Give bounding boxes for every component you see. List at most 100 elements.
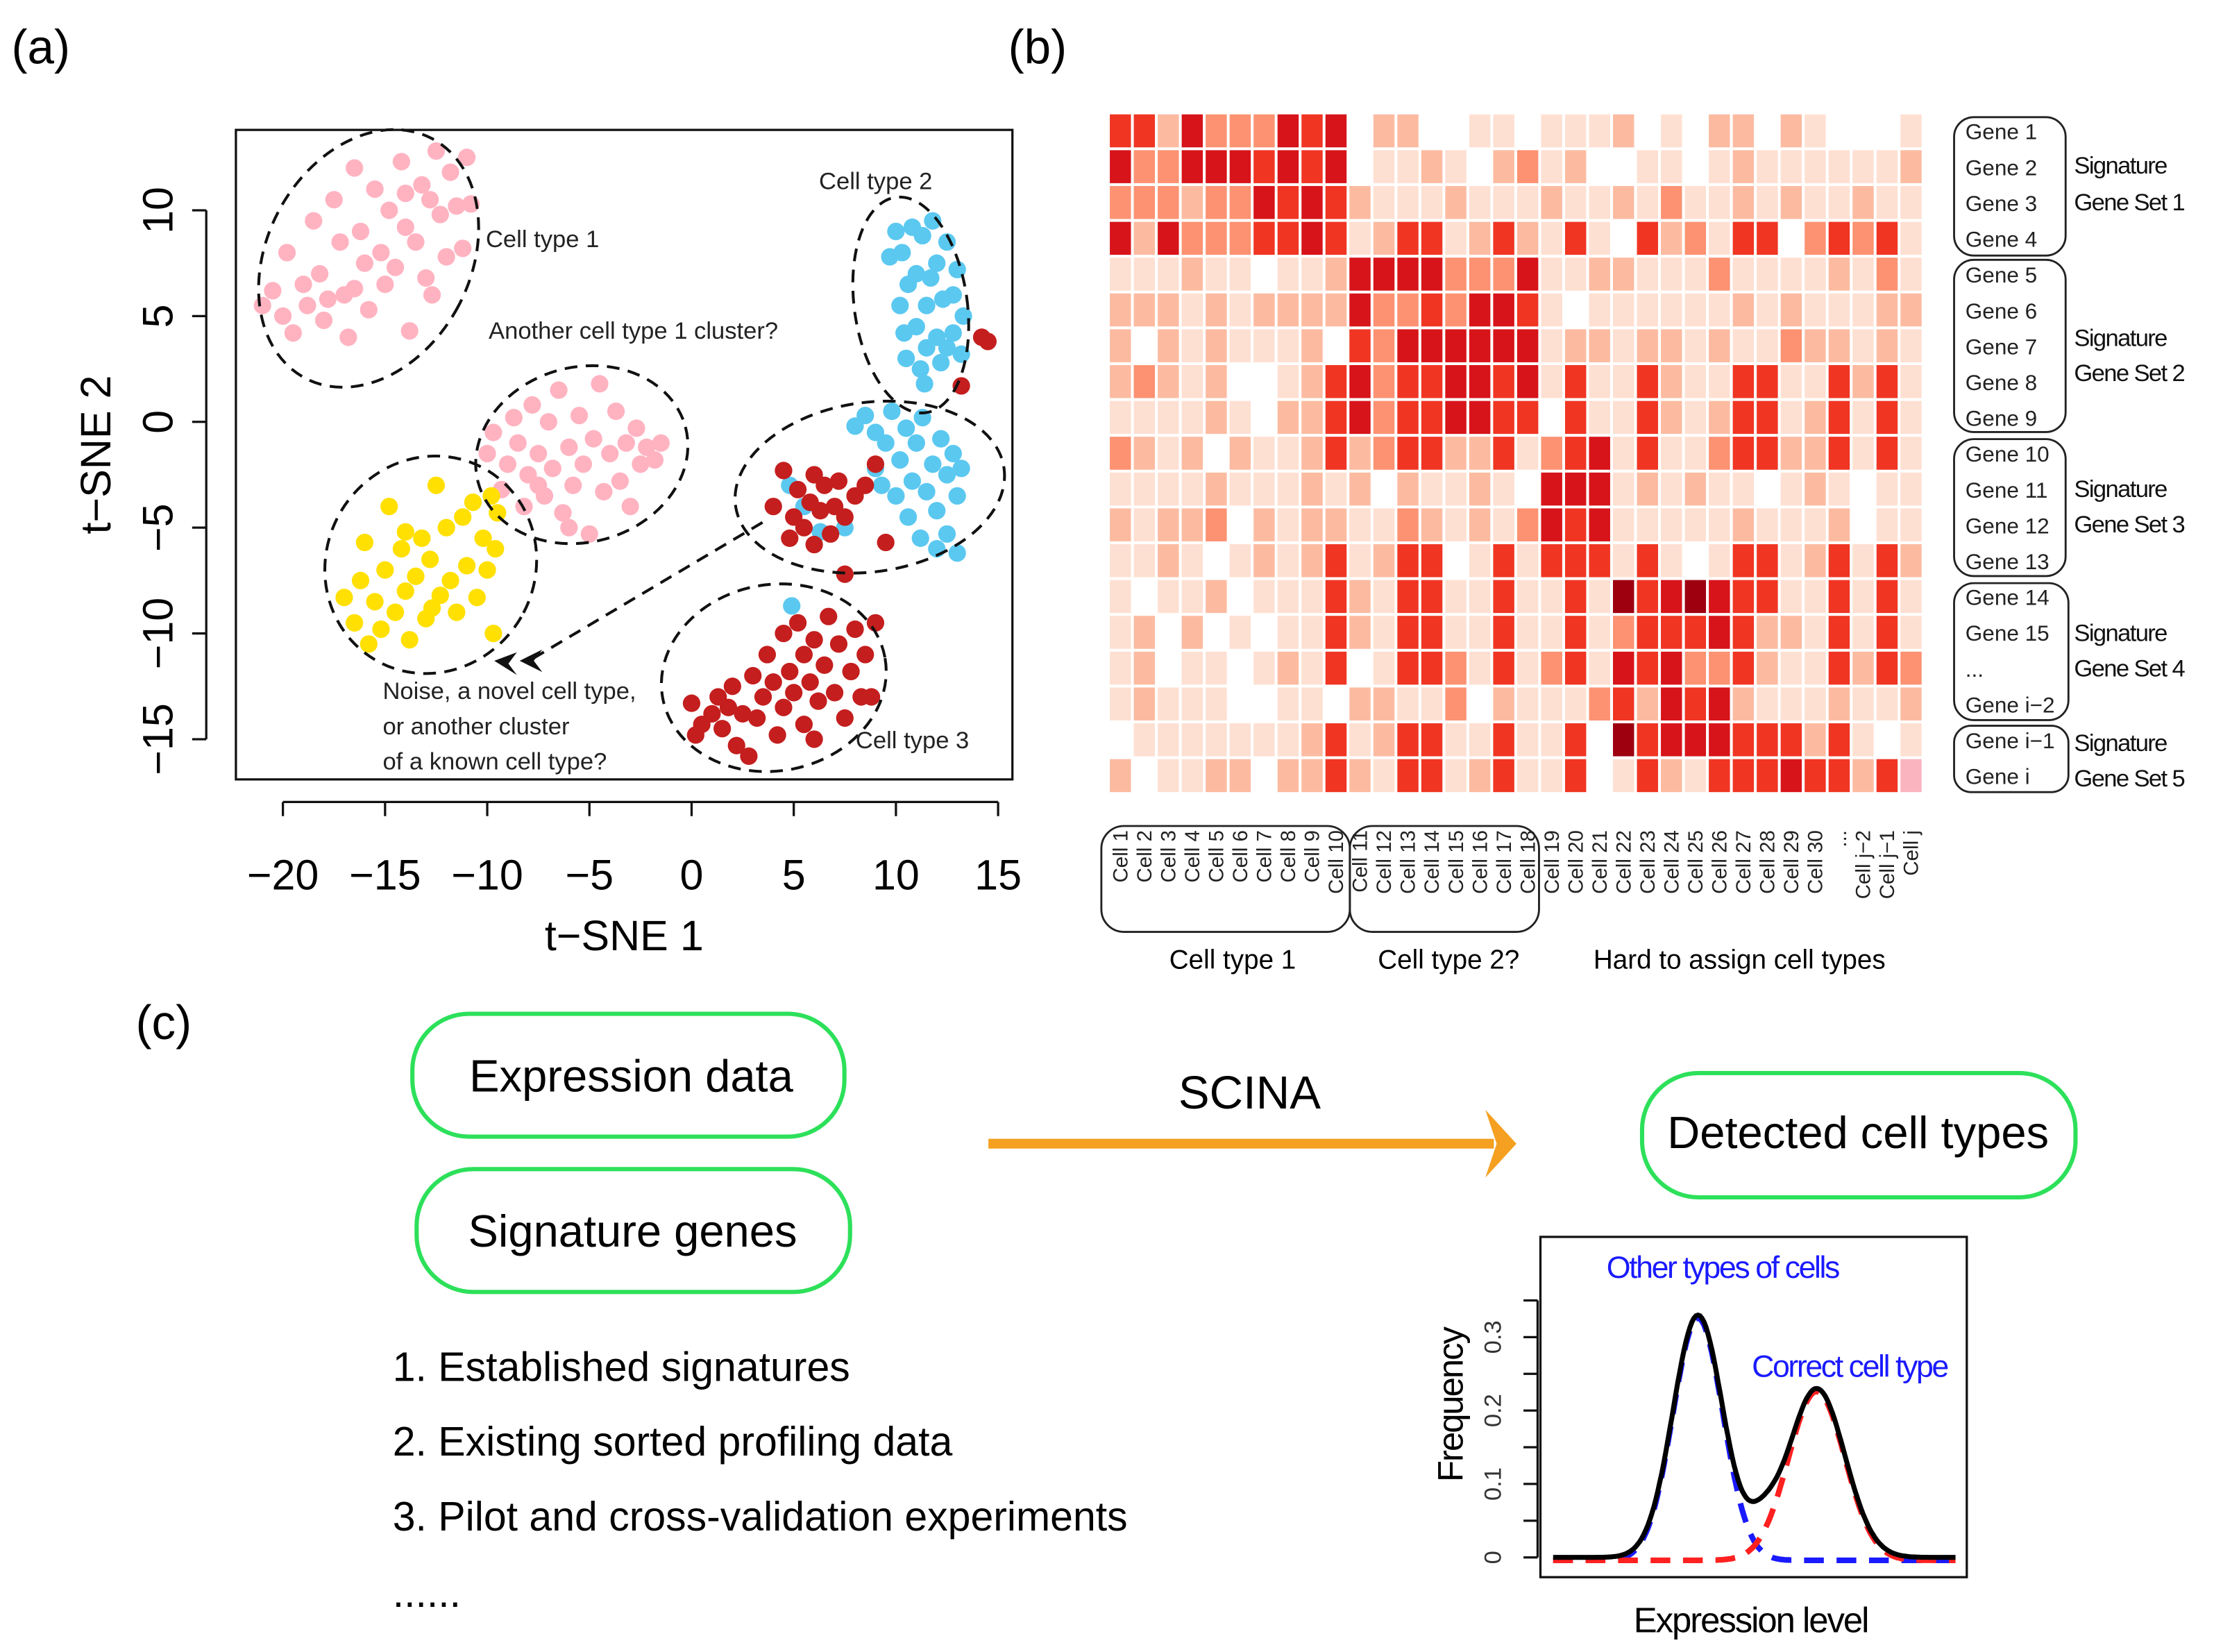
scatter-point bbox=[856, 646, 874, 664]
heatmap-cell bbox=[1828, 508, 1850, 541]
scatter-point bbox=[355, 533, 374, 552]
heatmap-cell bbox=[1757, 687, 1778, 720]
cluster-outline-cell-type-1 bbox=[257, 128, 480, 389]
heatmap-cell bbox=[1445, 759, 1467, 793]
heatmap-cell bbox=[1349, 150, 1371, 183]
heatmap-cell bbox=[1110, 544, 1131, 578]
heatmap-cell bbox=[1181, 544, 1203, 578]
scatter-point bbox=[781, 529, 799, 548]
scatter-point bbox=[386, 603, 405, 621]
scatter-point bbox=[866, 455, 885, 473]
signature-genes-label: Signature genes bbox=[468, 1206, 797, 1256]
heatmap-cell bbox=[1852, 437, 1874, 470]
heatmap-cell bbox=[1780, 401, 1802, 435]
scatter-point bbox=[298, 296, 316, 314]
y-tick-label: −5 bbox=[134, 503, 181, 552]
heatmap-cell bbox=[1564, 185, 1587, 219]
heatmap-cell bbox=[1469, 472, 1491, 506]
scatter-point bbox=[887, 487, 905, 505]
scatter-point bbox=[468, 589, 486, 607]
heatmap-cell bbox=[1805, 437, 1826, 470]
heatmap-cell bbox=[1661, 616, 1682, 649]
heatmap-cell bbox=[1253, 258, 1275, 291]
heatmap-cell bbox=[1493, 508, 1514, 541]
heatmap-cell bbox=[1900, 364, 1922, 398]
panel-label-a: (a) bbox=[11, 20, 70, 74]
scatter-point bbox=[775, 462, 793, 480]
label-noise-2: or another cluster bbox=[382, 714, 569, 740]
heatmap-cell bbox=[1421, 221, 1443, 255]
scatter-point bbox=[478, 444, 496, 463]
cell-label: Cell 19 bbox=[1541, 830, 1564, 894]
scatter-point bbox=[877, 434, 895, 452]
heatmap-cell bbox=[1397, 687, 1419, 720]
scatter-point bbox=[825, 684, 844, 702]
heatmap-cell bbox=[1301, 258, 1323, 291]
heatmap-cell bbox=[1757, 150, 1778, 183]
scatter-point bbox=[932, 430, 950, 448]
cluster-outline-mixed bbox=[734, 399, 1006, 575]
heatmap-cell bbox=[1349, 508, 1371, 541]
heatmap-cell bbox=[1493, 580, 1514, 614]
heatmap-cell bbox=[1181, 114, 1203, 148]
heatmap-cell bbox=[1637, 329, 1658, 362]
heatmap-cell bbox=[1133, 185, 1156, 219]
density-tick-label: 0.1 bbox=[1480, 1467, 1507, 1501]
heatmap-cell bbox=[1181, 580, 1203, 614]
scatter-point bbox=[928, 502, 946, 520]
scatter-point bbox=[783, 597, 801, 615]
heatmap-cell bbox=[1900, 185, 1922, 219]
heatmap-cell bbox=[1253, 401, 1275, 435]
scatter-point bbox=[423, 286, 441, 304]
heatmap-cell bbox=[1661, 258, 1682, 291]
heatmap-cell bbox=[1613, 580, 1634, 614]
y-tick-label: 0 bbox=[134, 410, 181, 434]
heatmap-cell bbox=[1110, 258, 1131, 291]
heatmap-cell bbox=[1133, 616, 1156, 649]
cell-label: Cell 11 bbox=[1349, 830, 1372, 893]
scatter-point bbox=[922, 269, 940, 287]
heatmap-cell bbox=[1325, 437, 1347, 470]
heatmap-cell bbox=[1564, 401, 1587, 435]
heatmap-cell bbox=[1589, 759, 1610, 793]
scatter-point bbox=[820, 607, 838, 625]
heatmap-cell bbox=[1110, 472, 1131, 506]
heatmap-cell bbox=[1684, 544, 1707, 578]
gene-label: Gene i−2 bbox=[1966, 692, 2055, 717]
heatmap-cell bbox=[1493, 329, 1514, 362]
heatmap-cell bbox=[1780, 221, 1802, 255]
heatmap-cell bbox=[1564, 759, 1587, 793]
heatmap-cell bbox=[1445, 293, 1467, 327]
heatmap-cell bbox=[1421, 401, 1443, 435]
heatmap-cell bbox=[1589, 437, 1610, 470]
gene-label: Gene 12 bbox=[1966, 513, 2050, 538]
heatmap-cell bbox=[1445, 114, 1467, 148]
heatmap-cell bbox=[1516, 258, 1539, 291]
heatmap-cell bbox=[1852, 293, 1874, 327]
cell-label: Cell 17 bbox=[1493, 830, 1516, 894]
detected-cell-types-label: Detected cell types bbox=[1667, 1107, 2049, 1158]
heatmap-cell bbox=[1564, 472, 1587, 506]
heatmap-cell bbox=[1206, 221, 1227, 255]
heatmap-cell bbox=[1780, 544, 1802, 578]
heatmap-cell bbox=[1110, 723, 1131, 757]
heatmap-cell bbox=[1373, 150, 1395, 183]
scatter-point bbox=[862, 688, 881, 706]
heatmap-cell bbox=[1110, 437, 1131, 470]
heatmap-cell bbox=[1158, 544, 1179, 578]
heatmap-cell bbox=[1445, 258, 1467, 291]
heatmap-cell bbox=[1133, 580, 1156, 614]
heatmap-cell bbox=[1613, 114, 1634, 148]
heatmap-cell bbox=[1589, 472, 1610, 506]
heatmap-cell bbox=[1876, 580, 1898, 614]
heatmap-cell bbox=[1637, 472, 1658, 506]
heatmap-cell bbox=[1661, 364, 1682, 398]
heatmap-cell bbox=[1564, 508, 1587, 541]
heatmap-cell bbox=[1325, 544, 1347, 578]
signature-genes-box bbox=[414, 1167, 852, 1295]
heatmap-cell bbox=[1541, 544, 1562, 578]
label-noise-3: of a known cell type? bbox=[382, 749, 607, 775]
heatmap-cell bbox=[1349, 293, 1371, 327]
heatmap-cell bbox=[1876, 508, 1898, 541]
scatter-point bbox=[829, 472, 848, 490]
